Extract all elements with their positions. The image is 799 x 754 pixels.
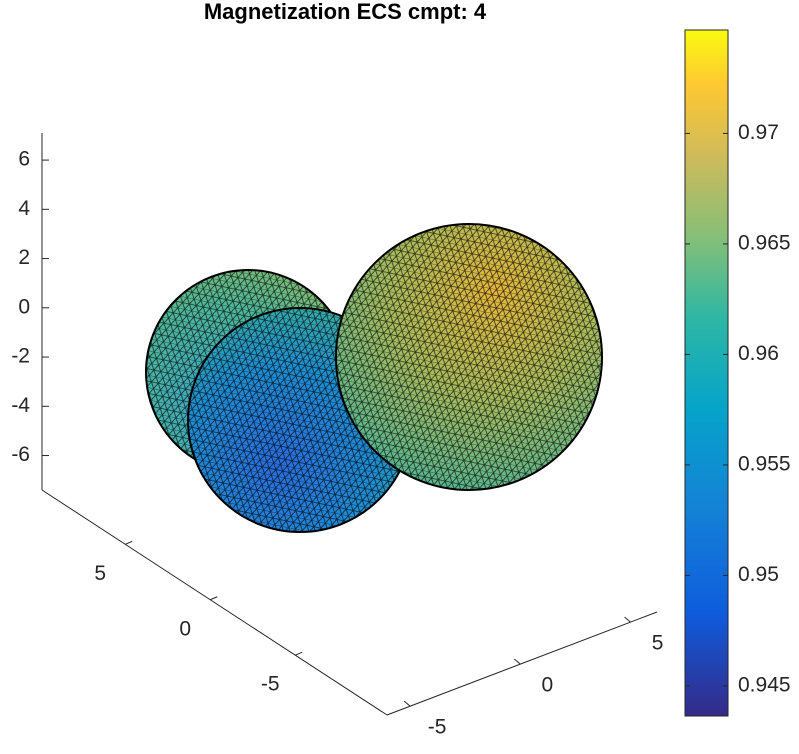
x-axis xyxy=(41,489,388,716)
z-tick-label: 0 xyxy=(18,295,30,318)
y-tick xyxy=(403,700,411,707)
chart-title: Magnetization ECS cmpt: 4 xyxy=(204,0,487,24)
z-tick-label: -6 xyxy=(11,443,30,466)
z-tick-label: -4 xyxy=(11,394,30,417)
colorbar-tick-label: 0.97 xyxy=(738,121,779,144)
colorbar-tick-label: 0.965 xyxy=(738,231,791,254)
z-tick-label: 4 xyxy=(18,197,30,220)
x-tick xyxy=(125,540,133,545)
colorbar-tick-label: 0.945 xyxy=(738,673,791,696)
y-tick-label: -5 xyxy=(428,716,447,739)
z-tick-label: -2 xyxy=(11,345,30,368)
colorbar-tick-label: 0.96 xyxy=(738,342,779,365)
spheres xyxy=(145,223,603,533)
x-tick xyxy=(210,596,218,601)
x-tick xyxy=(295,651,303,656)
y-tick-label: 0 xyxy=(542,674,554,697)
x-tick-label: -5 xyxy=(261,673,280,696)
x-tick-label: 5 xyxy=(94,562,106,585)
y-axis xyxy=(386,611,658,716)
y-tick xyxy=(514,658,521,665)
z-tick-label: 2 xyxy=(18,246,30,269)
x-tick-label: 0 xyxy=(179,617,191,640)
y-tick xyxy=(624,616,631,623)
colorbar xyxy=(684,29,729,717)
y-tick-label: 5 xyxy=(652,632,664,655)
colorbar-tick-label: 0.955 xyxy=(738,452,791,475)
z-tick-label: 6 xyxy=(18,148,30,171)
colorbar-tick-label: 0.95 xyxy=(738,563,779,586)
